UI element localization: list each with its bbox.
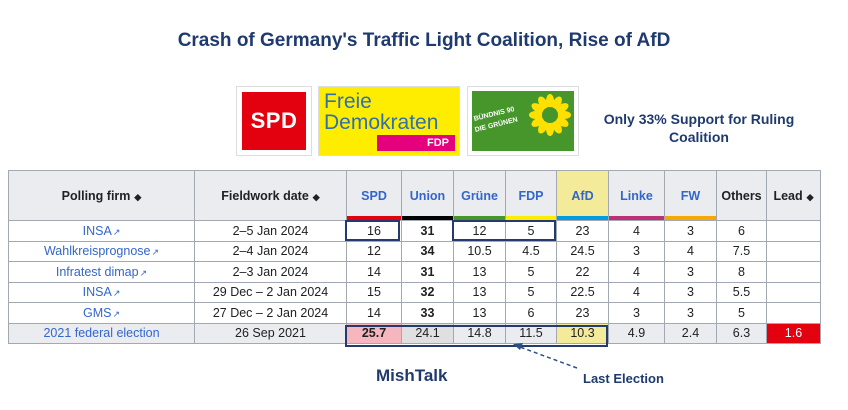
sort-icon[interactable]: ◆ [806,191,814,202]
afd-cell: 23 [556,302,609,324]
last-election-label: Last Election [583,371,664,386]
lead-cell: 9 [766,261,821,283]
union-cell: 24.1 [401,322,454,344]
linke-cell: 4 [608,261,665,283]
party-color-bar [609,216,664,220]
column-header-fw[interactable]: FW [664,170,717,221]
polling-firm-link[interactable]: INSA↗ [8,281,195,303]
column-header-others[interactable]: Others [716,170,767,221]
external-link-icon: ↗ [139,267,148,278]
party-color-bar [665,216,716,220]
sunflower-icon [529,94,571,136]
fw-cell: 3 [664,302,717,324]
column-header-grune[interactable]: Grüne [453,170,506,221]
column-header-polling-firm[interactable]: Polling firm ◆ [8,170,195,221]
others-cell: 5.5 [716,281,767,303]
page-title: Crash of Germany's Traffic Light Coaliti… [177,30,671,51]
column-header-lead[interactable]: Lead ◆ [766,170,821,221]
spd-logo: SPD [236,86,312,156]
grune-cell: 12 [453,220,506,242]
fdp-logo-line3: FDP [377,135,455,151]
external-link-icon: ↗ [112,226,121,237]
fdp-logo-line1: Freie [324,90,372,113]
election-highlight-box [345,325,608,347]
party-color-bar [454,216,505,220]
fieldwork-date-cell: 2–5 Jan 2024 [194,220,347,242]
linke-cell: 3 [608,240,665,262]
fw-cell: 3 [664,261,717,283]
column-header-fdp[interactable]: FDP [505,170,557,221]
fw-cell: 3 [664,220,717,242]
others-cell: 6.3 [716,322,767,344]
union-cell: 31 [401,220,454,242]
grune-cell: 13 [453,261,506,283]
spd-highlight-box [345,220,400,241]
polling-table: Polling firm ◆ Fieldwork date ◆ SPD Union … [8,170,821,344]
external-link-icon: ↗ [112,288,121,299]
fieldwork-date-cell: 27 Dec – 2 Jan 2024 [194,302,347,324]
others-cell: 8 [716,261,767,283]
fdp-cell: 11.5 [505,322,557,344]
afd-cell: 24.5 [556,240,609,262]
external-link-icon: ↗ [151,247,160,258]
column-header-linke[interactable]: Linke [608,170,665,221]
union-cell: 33 [401,302,454,324]
linke-cell: 4 [608,281,665,303]
fdp-logo-line2: Demokraten [324,111,439,134]
party-color-bar [506,216,556,220]
lead-cell: 8 [766,220,821,242]
fw-cell: 4 [664,240,717,262]
column-header-fieldwork-date[interactable]: Fieldwork date ◆ [194,170,347,221]
spd-logo-text: SPD [250,108,298,133]
fieldwork-date-cell: 2–4 Jan 2024 [194,240,347,262]
column-header-afd[interactable]: AfD [556,170,609,221]
others-cell: 6 [716,220,767,242]
polling-firm-link[interactable]: Infratest dimap↗ [8,261,195,283]
polling-firm-link[interactable]: Wahlkreisprognose↗ [8,240,195,262]
grune-cell: 14.8 [453,322,506,344]
linke-cell: 4 [608,220,665,242]
mishtalk-watermark: MishTalk [376,366,448,385]
fieldwork-date-cell: 2–3 Jan 2024 [194,261,347,283]
table-row: INSA↗ 2–5 Jan 2024 16 31 12 5 23 4 3 6 8 [8,220,821,242]
fieldwork-date-cell: 26 Sep 2021 [194,322,347,344]
lead-cell: 1.6 [766,322,821,344]
fw-cell: 2.4 [664,322,717,344]
fieldwork-date-cell: 29 Dec – 2 Jan 2024 [194,281,347,303]
grune-cell: 13 [453,281,506,303]
party-color-bar [402,216,453,220]
fdp-logo: Freie Demokraten FDP [318,86,460,156]
party-color-bar [557,216,608,220]
column-header-union[interactable]: Union [401,170,454,221]
external-link-icon: ↗ [112,308,121,319]
support-note: Only 33% Support for Ruling Coalition [603,111,795,145]
afd-cell: 23 [556,220,609,242]
afd-cell: 22.5 [556,281,609,303]
election-row: 2021 federal election 26 Sep 2021 25.7 2… [8,322,821,344]
others-cell: 5 [716,302,767,324]
greens-logo: BÜNDNIS 90 DIE GRÜNEN [467,86,579,156]
grune-cell: 10.5 [453,240,506,262]
spd-cell: 12 [346,240,402,262]
union-cell: 32 [401,281,454,303]
federal-election-link[interactable]: 2021 federal election [8,322,195,344]
table-row: Infratest dimap↗ 2–3 Jan 2024 14 31 13 5… [8,261,821,283]
sort-icon[interactable]: ◆ [134,191,142,202]
party-color-bar [347,216,401,220]
grune-fdp-highlight-box [452,220,556,241]
grune-cell: 13 [453,302,506,324]
spd-cell: 14 [346,302,402,324]
table-header-row: Polling firm ◆ Fieldwork date ◆ SPD Union … [8,170,821,221]
fw-cell: 3 [664,281,717,303]
column-header-spd[interactable]: SPD [346,170,402,221]
sort-icon[interactable]: ◆ [312,191,320,202]
table-row: GMS↗ 27 Dec – 2 Jan 2024 14 33 13 6 23 3… [8,302,821,324]
spd-cell: 15 [346,281,402,303]
fdp-cell: 4.5 [505,240,557,262]
lead-cell: 10 [766,302,821,324]
